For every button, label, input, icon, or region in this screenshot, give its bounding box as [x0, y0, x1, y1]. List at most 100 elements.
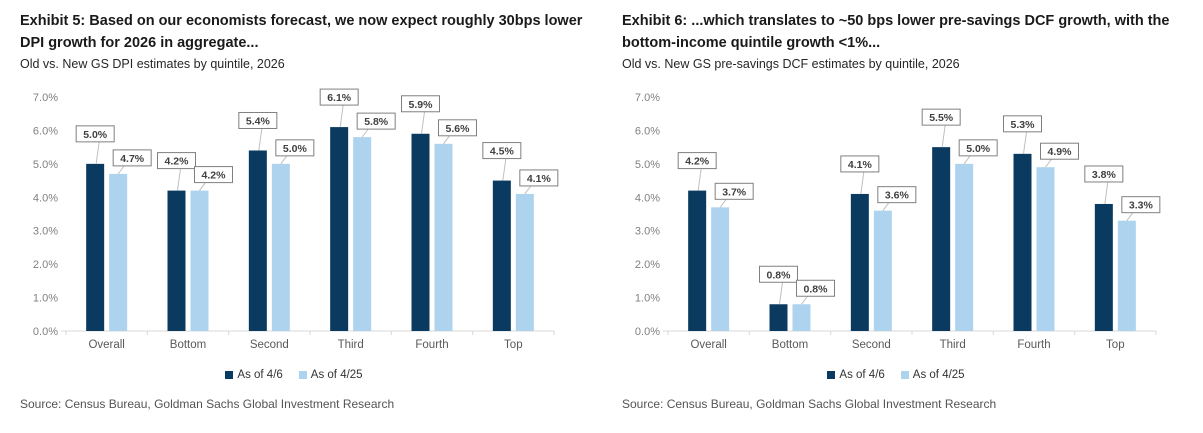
- y-axis-tick-label: 4.0%: [33, 192, 58, 204]
- label-leader-line: [963, 155, 971, 165]
- value-label: 3.6%: [885, 190, 910, 202]
- exhibit-5-title: Exhibit 5: Based on our economists forec…: [20, 13, 583, 52]
- y-axis-tick-label: 3.0%: [635, 226, 660, 238]
- value-label: 5.0%: [283, 143, 308, 155]
- bar-as-of-4-25-third: [353, 137, 372, 331]
- bar-as-of-4-6-bottom: [769, 304, 788, 331]
- bar-as-of-4-6-top: [1094, 203, 1113, 331]
- value-label-box: [840, 155, 880, 173]
- label-leader-line: [258, 128, 263, 151]
- bar-as-of-4-25-top: [1117, 220, 1136, 331]
- legend-swatch-dark-icon: [225, 370, 234, 379]
- label-leader-line: [199, 182, 206, 191]
- exhibit-6-source: Source: Census Bureau, Goldman Sachs Glo…: [622, 396, 997, 411]
- bar-as-of-4-6-fourth: [1013, 153, 1032, 331]
- y-axis-tick-label: 7.0%: [33, 92, 58, 104]
- value-label: 3.8%: [1092, 169, 1117, 181]
- x-axis-category-label: Bottom: [772, 339, 808, 351]
- bar-as-of-4-6-overall: [86, 163, 105, 331]
- value-label-box: [1040, 142, 1079, 160]
- value-label: 5.3%: [1011, 119, 1036, 131]
- label-leader-line: [697, 168, 702, 191]
- exhibit-5-subtitle: Old vs. New GS DPI estimates by quintile…: [20, 56, 285, 71]
- value-label: 4.2%: [165, 156, 190, 168]
- label-leader-line: [339, 104, 344, 128]
- value-label-box: [401, 95, 440, 113]
- x-axis-category-label: Bottom: [170, 339, 206, 351]
- value-label: 0.8%: [804, 283, 829, 295]
- value-label-box: [796, 279, 835, 297]
- bar-as-of-4-6-third: [932, 147, 951, 331]
- value-label: 4.1%: [848, 159, 873, 171]
- label-leader-line: [1023, 131, 1027, 154]
- y-axis-tick-label: 0.0%: [635, 326, 660, 338]
- value-label: 0.8%: [767, 269, 792, 281]
- bar-as-of-4-6-fourth: [411, 133, 430, 331]
- bar-as-of-4-6-top: [492, 180, 511, 331]
- x-axis-category-label: Top: [1106, 339, 1125, 351]
- legend-swatch-light-icon: [900, 370, 909, 379]
- value-label-box: [75, 125, 115, 143]
- label-leader-line: [719, 198, 727, 208]
- bar-as-of-4-25-overall: [711, 207, 730, 331]
- value-label-box: [877, 186, 917, 204]
- value-label-box: [921, 108, 961, 126]
- bar-as-of-4-6-second: [248, 150, 267, 331]
- label-leader-line: [1045, 158, 1052, 168]
- label-leader-line: [443, 135, 450, 145]
- value-label-box: [194, 166, 233, 184]
- y-axis-tick-label: 6.0%: [33, 125, 58, 137]
- bar-as-of-4-25-second: [271, 163, 290, 331]
- x-axis-category-label: Second: [852, 339, 891, 351]
- value-label-box: [157, 152, 196, 170]
- value-label-box: [519, 169, 559, 187]
- value-label: 6.1%: [327, 92, 352, 104]
- label-leader-line: [280, 155, 288, 165]
- x-axis-category-label: Overall: [88, 339, 124, 351]
- exhibit-6-subtitle: Old vs. New GS pre-savings DCF estimates…: [622, 56, 960, 71]
- label-leader-line: [95, 141, 100, 164]
- legend-label: As of 4/6: [839, 368, 885, 381]
- exhibit-5-panel: Exhibit 5: Based on our economists forec…: [20, 10, 592, 411]
- legend-label: As of 4/25: [912, 368, 965, 381]
- value-label-box: [482, 142, 522, 160]
- bar-as-of-4-25-third: [955, 163, 974, 331]
- legend-item-as-of-4-6: As of 4/6: [827, 368, 885, 381]
- y-axis-tick-label: 1.0%: [635, 293, 660, 305]
- bar-as-of-4-25-top: [515, 193, 534, 331]
- label-leader-line: [117, 165, 125, 175]
- label-leader-line: [361, 128, 369, 138]
- legend-label: As of 4/25: [310, 368, 363, 381]
- label-leader-line: [502, 158, 507, 181]
- value-label-box: [438, 119, 477, 137]
- y-axis-tick-label: 3.0%: [33, 226, 58, 238]
- label-leader-line: [421, 111, 425, 134]
- legend-item-as-of-4-6: As of 4/6: [225, 369, 283, 381]
- legend-item-as-of-4-25: As of 4/25: [900, 368, 965, 381]
- value-label-box: [1084, 165, 1124, 183]
- y-axis-tick-label: 6.0%: [635, 125, 660, 137]
- value-label: 5.4%: [246, 115, 271, 127]
- y-axis-tick-label: 1.0%: [33, 293, 58, 305]
- bar-as-of-4-6-second: [850, 193, 869, 331]
- dcf-growth-bar-chart: 0.0% 1.0% 2.0% 3.0% 4.0% 5.0% 6.0% 7.0% Overall 4…: [635, 92, 1161, 351]
- exhibit-6-legend: As of 4/6 As of 4/25: [622, 369, 1170, 381]
- label-leader-line: [941, 125, 946, 148]
- bar-as-of-4-25-bottom: [190, 190, 209, 331]
- value-label: 4.2%: [685, 156, 710, 168]
- label-leader-line: [177, 168, 181, 191]
- exhibit-6-title: Exhibit 6: ...which translates to ~50 bp…: [622, 13, 1170, 52]
- exhibit-5-legend: As of 4/6 As of 4/25: [20, 369, 568, 381]
- value-label: 5.8%: [364, 116, 389, 128]
- x-axis-category-label: Fourth: [1017, 339, 1050, 351]
- bar-as-of-4-25-bottom: [792, 304, 811, 331]
- value-label: 3.3%: [1129, 200, 1154, 212]
- legend-item-as-of-4-25: As of 4/25: [298, 368, 363, 381]
- value-label: 5.9%: [409, 99, 434, 111]
- y-axis-tick-label: 4.0%: [635, 192, 660, 204]
- bar-as-of-4-25-fourth: [1036, 167, 1055, 331]
- bar-as-of-4-25-fourth: [434, 143, 453, 331]
- value-label-box: [714, 182, 754, 200]
- value-label: 4.5%: [490, 146, 515, 158]
- bar-as-of-4-6-third: [330, 127, 349, 331]
